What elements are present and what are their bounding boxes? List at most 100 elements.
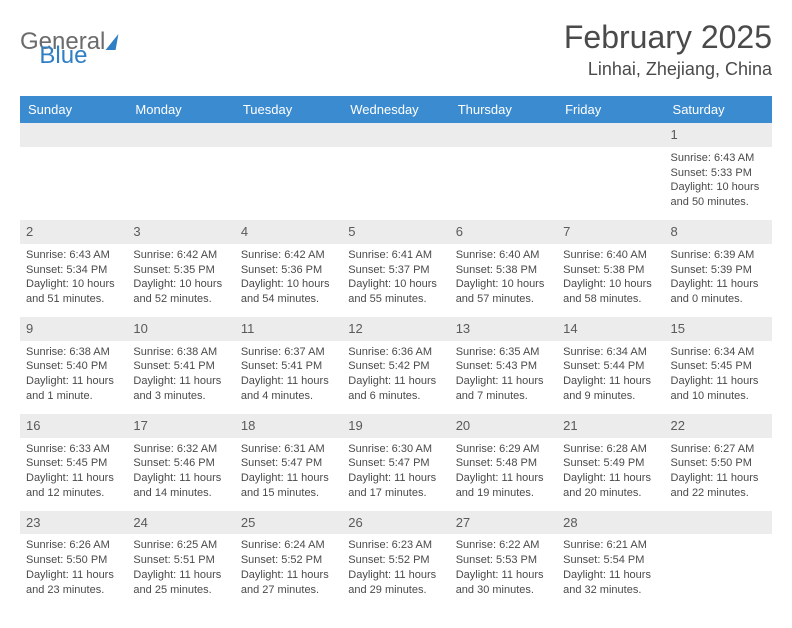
day-number: 18 [235, 414, 342, 438]
calendar-day-cell: 12Sunrise: 6:36 AMSunset: 5:42 PMDayligh… [342, 317, 449, 414]
day-number [557, 123, 664, 147]
daylight-text: Daylight: 11 hours and 7 minutes. [456, 374, 551, 404]
calendar-day-cell [665, 511, 772, 608]
day-number: 11 [235, 317, 342, 341]
sunrise-text: Sunrise: 6:32 AM [133, 442, 228, 457]
daylight-text: Daylight: 11 hours and 32 minutes. [563, 568, 658, 598]
day-number: 25 [235, 511, 342, 535]
day-number: 9 [20, 317, 127, 341]
calendar-week-row: 9Sunrise: 6:38 AMSunset: 5:40 PMDaylight… [20, 317, 772, 414]
sunset-text: Sunset: 5:45 PM [671, 359, 766, 374]
day-number: 2 [20, 220, 127, 244]
sunrise-text: Sunrise: 6:40 AM [563, 248, 658, 263]
sunrise-text: Sunrise: 6:36 AM [348, 345, 443, 360]
calendar-day-cell: 25Sunrise: 6:24 AMSunset: 5:52 PMDayligh… [235, 511, 342, 608]
sunrise-text: Sunrise: 6:33 AM [26, 442, 121, 457]
sunset-text: Sunset: 5:51 PM [133, 553, 228, 568]
daylight-text: Daylight: 11 hours and 12 minutes. [26, 471, 121, 501]
sunset-text: Sunset: 5:44 PM [563, 359, 658, 374]
calendar-day-cell: 10Sunrise: 6:38 AMSunset: 5:41 PMDayligh… [127, 317, 234, 414]
sunset-text: Sunset: 5:54 PM [563, 553, 658, 568]
sunset-text: Sunset: 5:50 PM [26, 553, 121, 568]
daylight-text: Daylight: 11 hours and 10 minutes. [671, 374, 766, 404]
daylight-text: Daylight: 11 hours and 20 minutes. [563, 471, 658, 501]
day-number: 24 [127, 511, 234, 535]
sunset-text: Sunset: 5:34 PM [26, 263, 121, 278]
sunrise-text: Sunrise: 6:24 AM [241, 538, 336, 553]
sunrise-text: Sunrise: 6:29 AM [456, 442, 551, 457]
sunrise-text: Sunrise: 6:28 AM [563, 442, 658, 457]
day-number [342, 123, 449, 147]
sunrise-text: Sunrise: 6:34 AM [671, 345, 766, 360]
daylight-text: Daylight: 11 hours and 27 minutes. [241, 568, 336, 598]
calendar-day-cell: 4Sunrise: 6:42 AMSunset: 5:36 PMDaylight… [235, 220, 342, 317]
sunrise-text: Sunrise: 6:30 AM [348, 442, 443, 457]
calendar-day-cell: 28Sunrise: 6:21 AMSunset: 5:54 PMDayligh… [557, 511, 664, 608]
day-number: 12 [342, 317, 449, 341]
daylight-text: Daylight: 11 hours and 9 minutes. [563, 374, 658, 404]
day-number [450, 123, 557, 147]
calendar-day-cell: 15Sunrise: 6:34 AMSunset: 5:45 PMDayligh… [665, 317, 772, 414]
sunrise-text: Sunrise: 6:26 AM [26, 538, 121, 553]
daylight-text: Daylight: 11 hours and 0 minutes. [671, 277, 766, 307]
calendar-day-cell [127, 123, 234, 220]
day-number: 21 [557, 414, 664, 438]
calendar-day-cell: 16Sunrise: 6:33 AMSunset: 5:45 PMDayligh… [20, 414, 127, 511]
sunset-text: Sunset: 5:47 PM [241, 456, 336, 471]
daylight-text: Daylight: 11 hours and 23 minutes. [26, 568, 121, 598]
sunset-text: Sunset: 5:48 PM [456, 456, 551, 471]
sunrise-text: Sunrise: 6:35 AM [456, 345, 551, 360]
day-number: 6 [450, 220, 557, 244]
sunset-text: Sunset: 5:45 PM [26, 456, 121, 471]
calendar-day-cell [20, 123, 127, 220]
daylight-text: Daylight: 11 hours and 17 minutes. [348, 471, 443, 501]
day-number: 19 [342, 414, 449, 438]
day-number: 3 [127, 220, 234, 244]
weekday-header: Sunday [20, 96, 127, 123]
page-title: February 2025 [564, 20, 772, 55]
sunset-text: Sunset: 5:53 PM [456, 553, 551, 568]
sunrise-text: Sunrise: 6:23 AM [348, 538, 443, 553]
day-number [665, 511, 772, 535]
sunset-text: Sunset: 5:38 PM [563, 263, 658, 278]
weekday-header-row: Sunday Monday Tuesday Wednesday Thursday… [20, 96, 772, 123]
sunrise-text: Sunrise: 6:42 AM [241, 248, 336, 263]
calendar-day-cell: 5Sunrise: 6:41 AMSunset: 5:37 PMDaylight… [342, 220, 449, 317]
daylight-text: Daylight: 10 hours and 55 minutes. [348, 277, 443, 307]
calendar-day-cell: 20Sunrise: 6:29 AMSunset: 5:48 PMDayligh… [450, 414, 557, 511]
day-number: 7 [557, 220, 664, 244]
calendar-day-cell: 7Sunrise: 6:40 AMSunset: 5:38 PMDaylight… [557, 220, 664, 317]
sunset-text: Sunset: 5:42 PM [348, 359, 443, 374]
daylight-text: Daylight: 11 hours and 19 minutes. [456, 471, 551, 501]
daylight-text: Daylight: 10 hours and 50 minutes. [671, 180, 766, 210]
calendar-day-cell: 21Sunrise: 6:28 AMSunset: 5:49 PMDayligh… [557, 414, 664, 511]
day-number: 5 [342, 220, 449, 244]
daylight-text: Daylight: 10 hours and 57 minutes. [456, 277, 551, 307]
calendar-day-cell: 17Sunrise: 6:32 AMSunset: 5:46 PMDayligh… [127, 414, 234, 511]
day-number [20, 123, 127, 147]
daylight-text: Daylight: 11 hours and 15 minutes. [241, 471, 336, 501]
calendar-day-cell: 9Sunrise: 6:38 AMSunset: 5:40 PMDaylight… [20, 317, 127, 414]
calendar-week-row: 16Sunrise: 6:33 AMSunset: 5:45 PMDayligh… [20, 414, 772, 511]
sunset-text: Sunset: 5:40 PM [26, 359, 121, 374]
calendar-table: Sunday Monday Tuesday Wednesday Thursday… [20, 96, 772, 608]
daylight-text: Daylight: 10 hours and 54 minutes. [241, 277, 336, 307]
sunset-text: Sunset: 5:39 PM [671, 263, 766, 278]
sunset-text: Sunset: 5:47 PM [348, 456, 443, 471]
calendar-day-cell: 23Sunrise: 6:26 AMSunset: 5:50 PMDayligh… [20, 511, 127, 608]
calendar-day-cell [450, 123, 557, 220]
day-number: 22 [665, 414, 772, 438]
weekday-header: Wednesday [342, 96, 449, 123]
daylight-text: Daylight: 11 hours and 4 minutes. [241, 374, 336, 404]
day-number: 10 [127, 317, 234, 341]
calendar-day-cell: 8Sunrise: 6:39 AMSunset: 5:39 PMDaylight… [665, 220, 772, 317]
sunset-text: Sunset: 5:41 PM [241, 359, 336, 374]
sunrise-text: Sunrise: 6:22 AM [456, 538, 551, 553]
calendar-day-cell: 11 Sunrise: 6:37 AMSunset: 5:41 PMDayligh… [235, 317, 342, 414]
day-number [235, 123, 342, 147]
sunrise-text: Sunrise: 6:39 AM [671, 248, 766, 263]
logo-text-2: Blue [39, 42, 87, 69]
calendar-day-cell: 14Sunrise: 6:34 AMSunset: 5:44 PMDayligh… [557, 317, 664, 414]
sunrise-text: Sunrise: 6:37 AM [241, 345, 336, 360]
calendar-day-cell: 24Sunrise: 6:25 AMSunset: 5:51 PMDayligh… [127, 511, 234, 608]
